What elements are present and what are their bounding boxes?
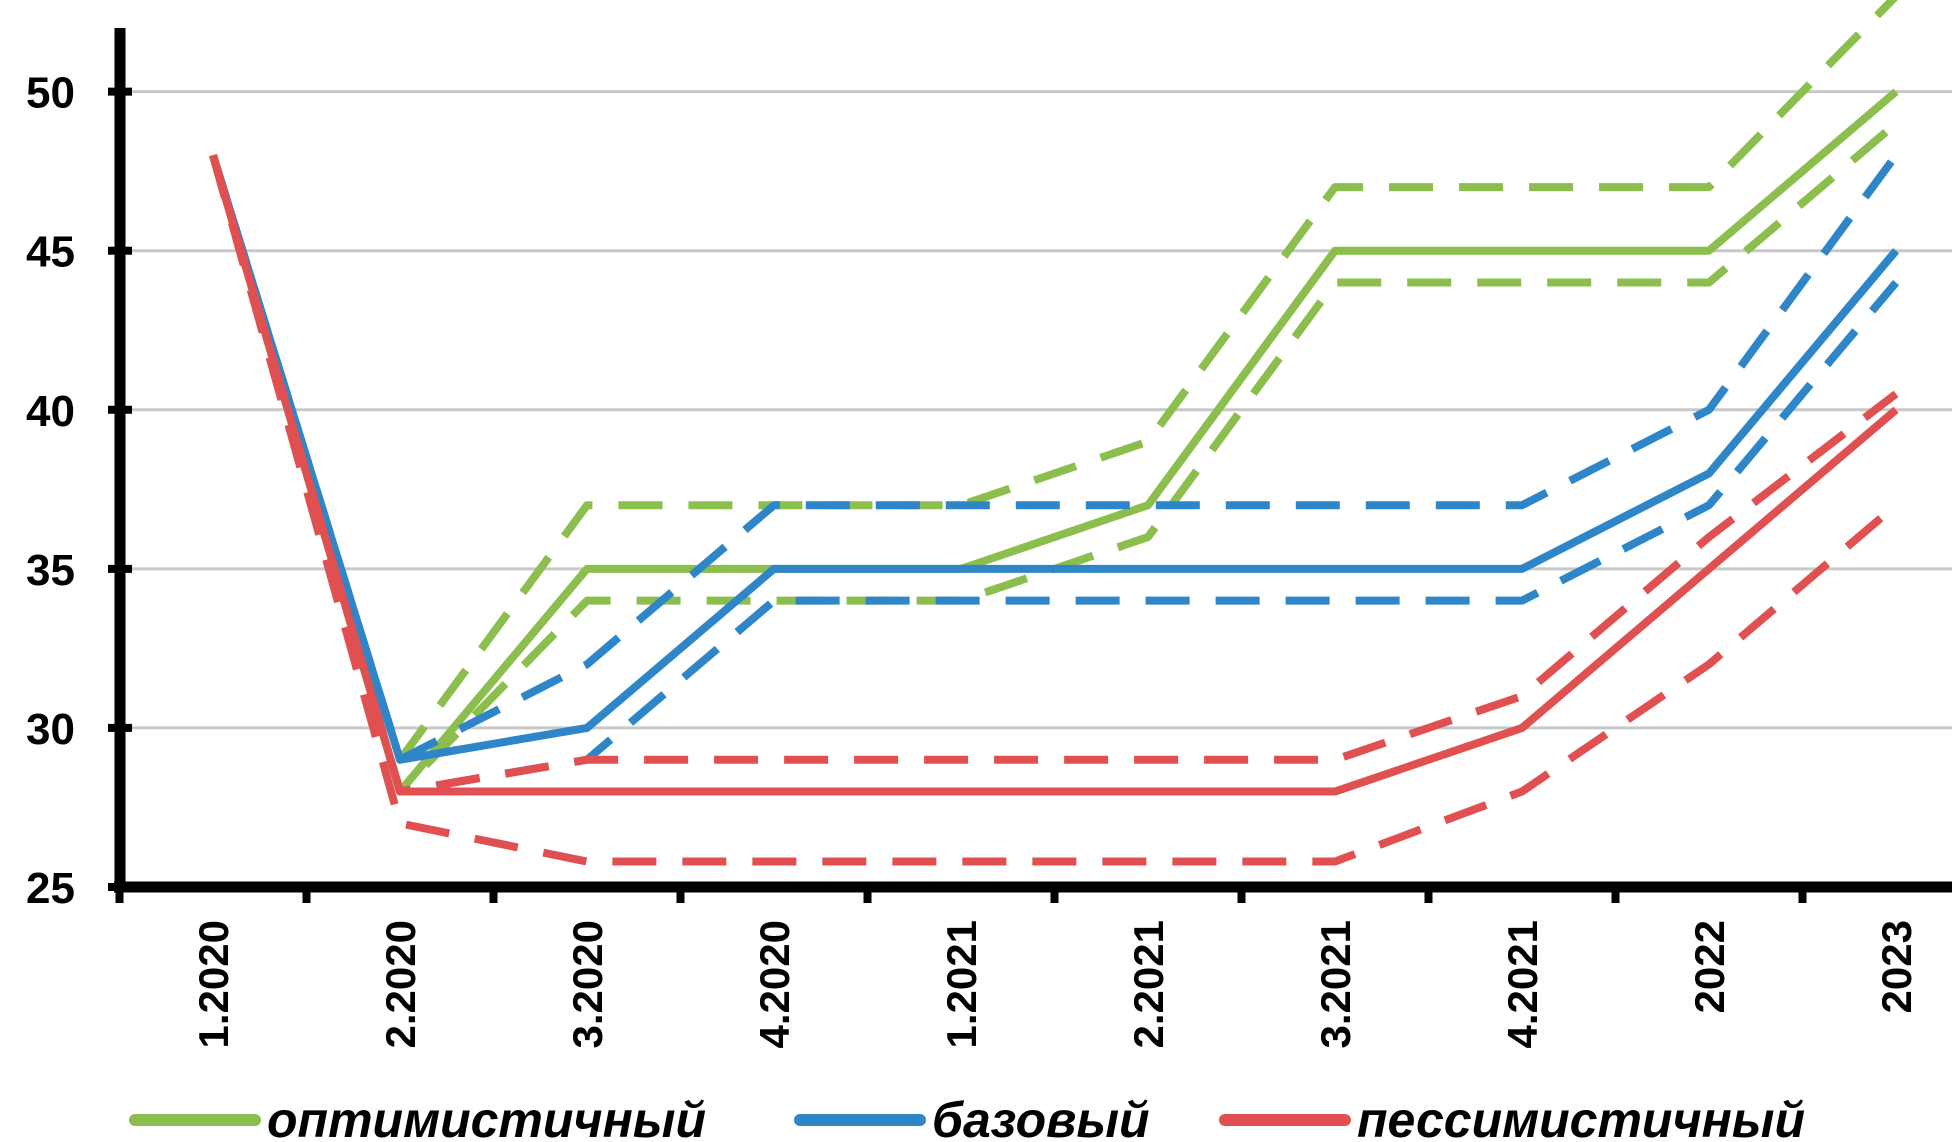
series-pess-line	[209, 154, 1899, 796]
x-tick-label: 2.2020	[377, 920, 424, 1048]
series-pess-upper-line	[209, 154, 1899, 796]
y-tick-label: 35	[26, 546, 75, 595]
legend-label: базовый	[932, 1092, 1150, 1142]
y-tick-label: 40	[26, 387, 75, 436]
series-opt	[209, 0, 1899, 796]
series-opt-lower-line	[209, 120, 1899, 796]
y-tick-label: 30	[26, 705, 75, 754]
series-pess	[209, 154, 1899, 866]
x-tick-label: 4.2020	[751, 920, 798, 1048]
series-base-upper-line	[209, 152, 1900, 764]
x-tick-label: 1.2021	[938, 920, 985, 1048]
x-tick-label: 2.2021	[1125, 920, 1172, 1048]
legend: оптимистичный базовый пессимистичный	[129, 1092, 1805, 1142]
y-tick-label: 25	[26, 864, 75, 913]
y-ticks: 25 30 35 40 45 50	[26, 69, 132, 913]
x-tick-label: 2022	[1686, 920, 1733, 1013]
x-tick-label: 3.2020	[564, 920, 611, 1048]
x-tick-label: 3.2021	[1312, 920, 1359, 1048]
series-pess-lower-line	[209, 154, 1899, 866]
series-layer	[209, 0, 1900, 866]
series-base-line	[209, 154, 1900, 764]
series-opt-upper-line	[209, 0, 1898, 764]
legend-label: пессимистичный	[1357, 1092, 1805, 1142]
series-base	[209, 152, 1900, 796]
series-opt-line	[209, 88, 1899, 796]
x-tick-label: 4.2021	[1499, 920, 1546, 1048]
x-tick-label: 1.2020	[190, 920, 237, 1048]
axes	[114, 28, 1952, 893]
legend-item-opt: оптимистичный	[129, 1092, 706, 1142]
y-tick-label: 50	[26, 69, 75, 118]
x-ticks: 1.2020 2.2020 3.2020 4.2020 1.2021 2.2021 3.20…	[115, 887, 1920, 1048]
legend-label: оптимистичный	[267, 1092, 706, 1142]
legend-item-pess: пессимистичный	[1219, 1092, 1805, 1142]
y-tick-label: 45	[26, 228, 75, 277]
legend-item-base: базовый	[794, 1092, 1150, 1142]
x-tick-label: 2023	[1873, 920, 1920, 1013]
